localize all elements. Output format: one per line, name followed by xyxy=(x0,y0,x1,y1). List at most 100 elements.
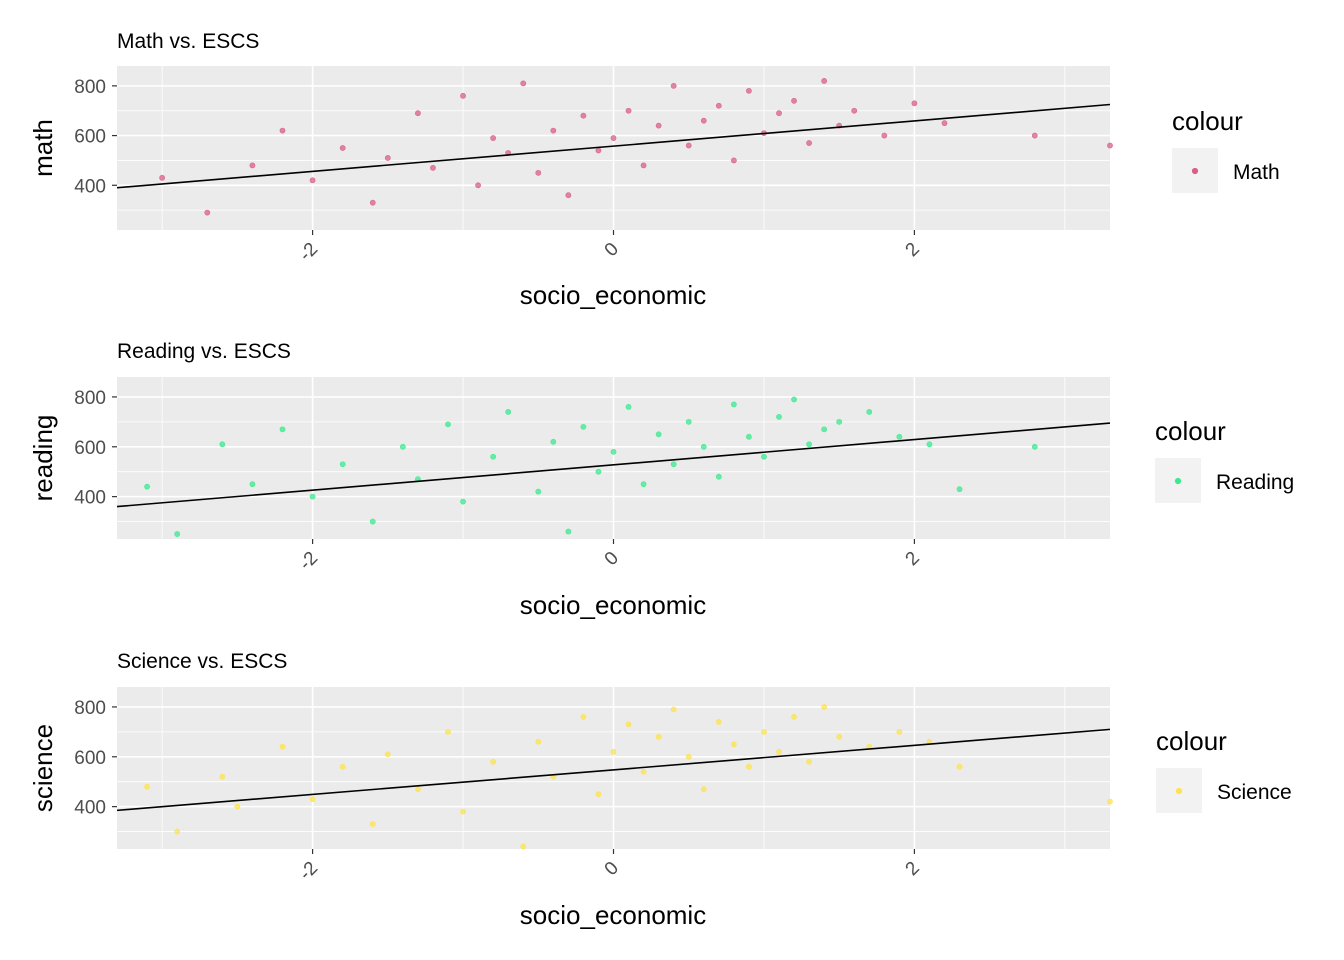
data-point xyxy=(490,453,497,460)
grid xyxy=(117,377,1110,539)
x-tick-label: 0 xyxy=(601,858,623,880)
data-point xyxy=(746,763,752,770)
data-point xyxy=(791,97,797,104)
data-point xyxy=(700,117,707,124)
data-point xyxy=(460,808,466,815)
data-point xyxy=(249,481,256,488)
y-tick-label: 800 xyxy=(74,388,106,409)
data-point xyxy=(670,706,677,713)
data-point xyxy=(730,401,737,408)
data-point xyxy=(219,441,226,448)
data-point xyxy=(655,733,662,740)
x-tick-label: -2 xyxy=(295,858,322,885)
data-point xyxy=(159,174,166,181)
y-axis-title: science xyxy=(28,724,58,812)
data-point xyxy=(369,821,376,827)
data-point xyxy=(219,773,226,780)
data-point xyxy=(776,413,782,420)
data-point xyxy=(460,498,466,505)
data-point xyxy=(174,828,181,835)
y-tick-label: 400 xyxy=(74,488,106,509)
data-point xyxy=(1031,132,1038,139)
points xyxy=(144,704,1113,850)
data-point xyxy=(625,404,632,410)
legend-key-point xyxy=(1174,477,1182,485)
data-point xyxy=(655,122,662,129)
data-point xyxy=(369,518,376,525)
data-point xyxy=(776,748,782,755)
data-point xyxy=(610,448,617,455)
data-point xyxy=(1107,798,1113,805)
data-point xyxy=(309,796,316,803)
data-point xyxy=(550,438,557,445)
data-point xyxy=(685,753,692,760)
data-point xyxy=(595,468,602,475)
data-point xyxy=(1107,142,1113,149)
data-point xyxy=(761,453,767,460)
legend-key-point xyxy=(1191,167,1199,175)
legend-title: colour xyxy=(1156,726,1227,756)
data-point xyxy=(625,107,632,114)
data-point xyxy=(730,157,737,164)
x-axis-title: socio_economic xyxy=(520,280,706,310)
panel-title: Science vs. ESCS xyxy=(117,650,287,673)
grid xyxy=(117,66,1110,230)
data-point xyxy=(309,493,316,500)
data-point xyxy=(279,743,286,750)
data-point xyxy=(279,426,286,433)
data-point xyxy=(309,177,316,184)
y-axis-title: reading xyxy=(28,415,58,502)
data-point xyxy=(490,758,497,765)
data-point xyxy=(460,92,466,99)
data-point xyxy=(580,423,587,430)
data-point xyxy=(279,127,286,134)
data-point xyxy=(791,714,797,720)
data-point xyxy=(956,486,963,493)
data-point xyxy=(339,145,346,151)
x-tick-label: -2 xyxy=(295,239,322,266)
data-point xyxy=(836,733,843,740)
data-point xyxy=(384,751,391,758)
panel-math: Math vs. ESCS 400 600 800 -2 0 2 math socio_… xyxy=(28,30,1280,310)
data-point xyxy=(580,112,587,119)
x-tick-label: 2 xyxy=(902,858,924,880)
y-tick-label: 600 xyxy=(74,127,106,148)
data-point xyxy=(670,461,677,468)
y-tick-label: 600 xyxy=(74,748,106,769)
y-tick-label: 400 xyxy=(74,798,106,819)
data-point xyxy=(896,728,903,735)
y-ticks: 400 600 800 xyxy=(74,698,117,819)
trend-line xyxy=(116,422,1111,508)
data-point xyxy=(580,714,587,720)
data-point xyxy=(520,80,527,87)
data-point xyxy=(144,483,150,490)
data-point xyxy=(505,408,512,415)
data-point xyxy=(234,803,241,810)
x-tick-label: 2 xyxy=(902,239,924,261)
legend-title: colour xyxy=(1172,106,1243,136)
x-tick-label: 0 xyxy=(601,548,623,570)
data-point xyxy=(369,199,376,206)
data-point xyxy=(836,418,843,425)
data-point xyxy=(249,162,256,169)
x-tick-label: -2 xyxy=(295,548,322,575)
data-point xyxy=(640,162,647,169)
x-axis-title: socio_economic xyxy=(520,900,706,930)
legend: colour Reading xyxy=(1155,416,1294,503)
data-point xyxy=(821,704,828,710)
data-point xyxy=(851,107,858,114)
x-ticks: -2 0 2 xyxy=(295,539,924,574)
trend-line xyxy=(116,103,1111,189)
data-point xyxy=(821,426,828,433)
points xyxy=(159,78,1113,216)
legend-label: Math xyxy=(1233,161,1280,184)
data-point xyxy=(806,758,812,765)
x-tick-label: 0 xyxy=(601,239,623,261)
data-point xyxy=(655,431,662,438)
legend: colour Math xyxy=(1172,106,1280,193)
data-point xyxy=(640,768,647,775)
legend-label: Science xyxy=(1217,781,1292,804)
data-point xyxy=(806,140,812,146)
